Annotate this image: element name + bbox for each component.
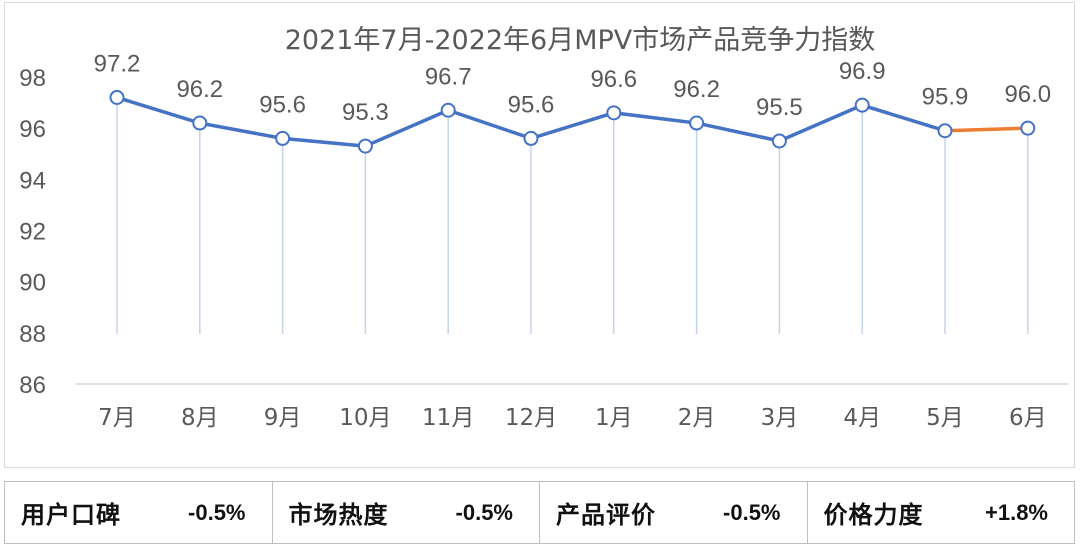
data-point — [771, 133, 787, 149]
series-last-segment — [944, 126, 1028, 133]
data-point — [440, 102, 456, 118]
x-tick-label: 8月 — [181, 405, 219, 431]
data-point — [109, 89, 125, 105]
x-tick-label: 10月 — [339, 405, 391, 431]
metric-label: 用户口碑 — [21, 501, 121, 529]
data-point — [606, 105, 622, 121]
y-tick-label: 88 — [19, 321, 46, 348]
data-label: 96.2 — [673, 76, 720, 103]
metric-user-reputation: 用户口碑 -0.5% — [5, 482, 273, 543]
metric-product-review: 产品评价 -0.5% — [540, 482, 808, 543]
data-label: 97.2 — [94, 50, 141, 77]
metric-value: -0.5% — [188, 499, 246, 525]
data-label: 96.2 — [176, 76, 223, 103]
x-tick-label: 5月 — [926, 405, 964, 431]
y-tick-label: 94 — [19, 167, 46, 194]
metric-price-strength: 价格力度 +1.8% — [808, 482, 1075, 543]
data-point — [854, 97, 870, 113]
metrics-bar: 用户口碑 -0.5% 市场热度 -0.5% 产品评价 -0.5% 价格力度 +1… — [4, 481, 1075, 544]
x-tick-label: 9月 — [264, 405, 302, 431]
x-tick-label: 3月 — [761, 405, 799, 431]
data-label: 95.9 — [922, 84, 969, 111]
data-point — [357, 138, 373, 154]
chart-title: 2021年7月-2022年6月MPV市场产品竞争力指数 — [285, 25, 876, 56]
x-tick-label: 6月 — [1009, 405, 1047, 431]
x-tick-label: 2月 — [678, 405, 716, 431]
metric-value: -0.5% — [723, 499, 781, 525]
metric-value: -0.5% — [455, 499, 513, 525]
data-label: 96.7 — [425, 63, 472, 90]
metric-label: 产品评价 — [556, 501, 656, 529]
data-label: 96.6 — [590, 66, 637, 93]
metric-market-heat: 市场热度 -0.5% — [273, 482, 540, 543]
data-point — [1020, 120, 1036, 136]
data-label: 95.6 — [508, 91, 555, 118]
data-point — [937, 123, 953, 139]
data-label: 96.0 — [1004, 81, 1051, 108]
metric-value: +1.8% — [985, 499, 1048, 525]
x-tick-label: 12月 — [505, 405, 557, 431]
data-point — [275, 130, 291, 146]
y-tick-label: 96 — [19, 116, 46, 143]
chart-frame — [4, 2, 1075, 468]
data-point — [192, 115, 208, 131]
data-label: 95.3 — [342, 99, 389, 126]
data-point — [689, 115, 705, 131]
metric-label: 价格力度 — [823, 501, 924, 529]
y-tick-label: 90 — [19, 270, 46, 297]
y-tick-label: 98 — [19, 65, 46, 92]
metric-label: 市场热度 — [288, 501, 389, 529]
x-tick-label: 4月 — [843, 405, 881, 431]
data-label: 95.5 — [756, 94, 803, 121]
y-tick-label: 92 — [19, 219, 46, 246]
line-chart: 2021年7月-2022年6月MPV市场产品竞争力指数 86 88 90 92 94 96… — [19, 25, 1068, 431]
data-point — [523, 130, 539, 146]
data-label: 96.9 — [839, 58, 886, 85]
x-tick-label: 1月 — [595, 405, 633, 431]
data-label: 95.6 — [259, 91, 306, 118]
x-tick-label: 11月 — [422, 405, 474, 431]
x-tick-label: 7月 — [98, 405, 136, 431]
y-tick-label: 86 — [19, 372, 46, 399]
